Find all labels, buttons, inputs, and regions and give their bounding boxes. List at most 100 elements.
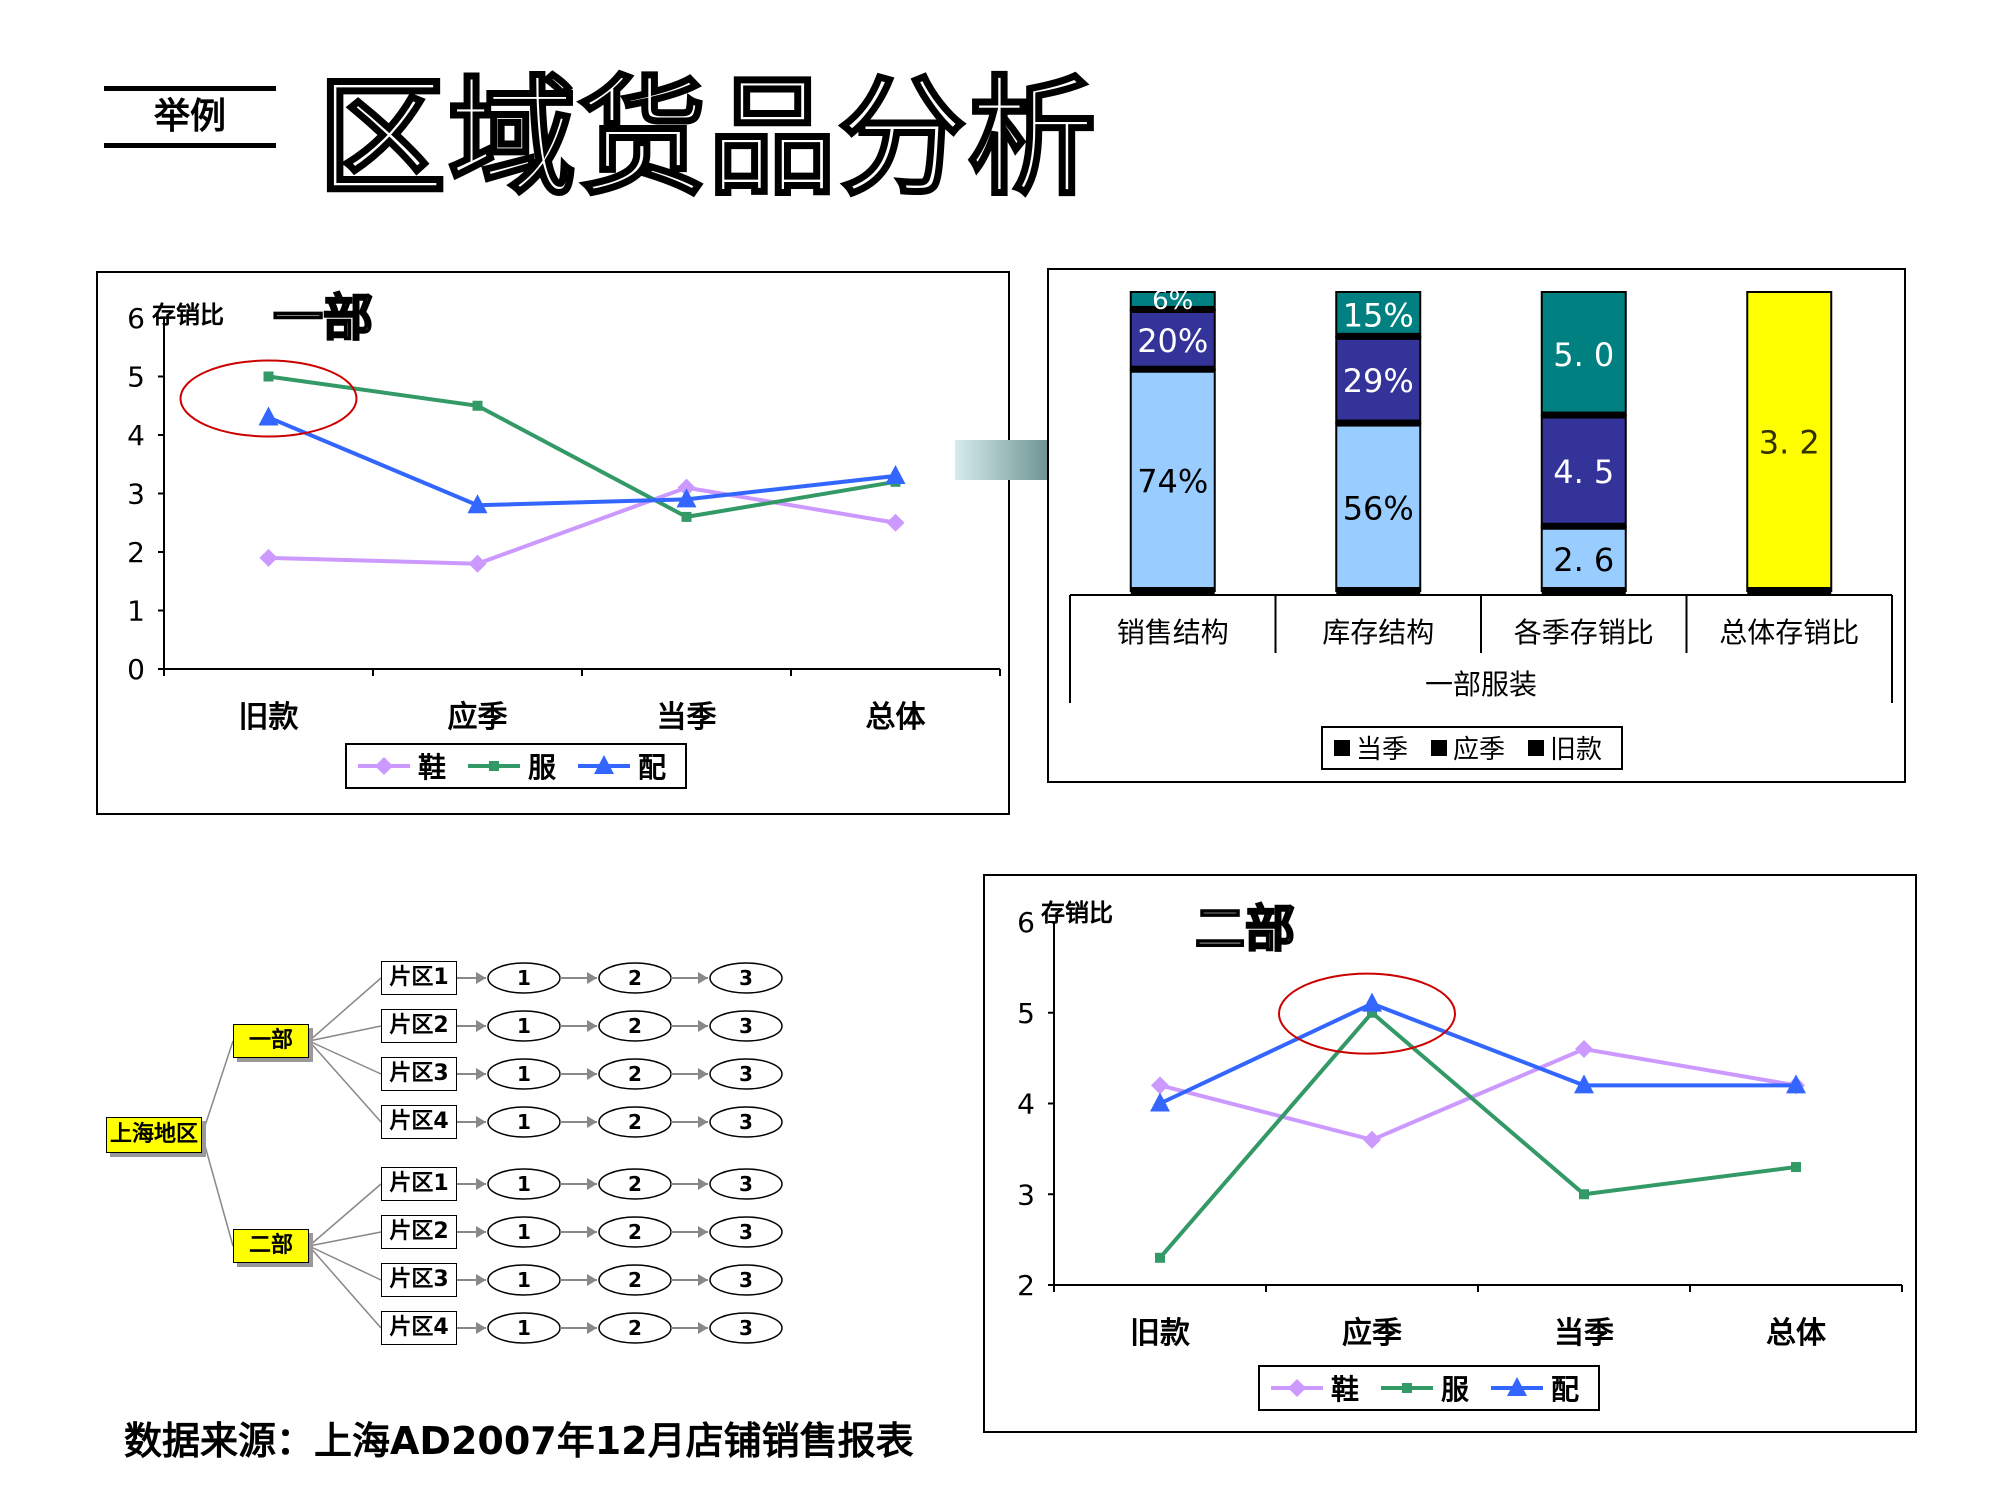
step-arrow-head <box>698 1226 708 1238</box>
x-tick-label: 旧款 <box>239 700 300 735</box>
bar-separator <box>1747 587 1832 594</box>
step-label: 3 <box>739 1110 753 1134</box>
bar-label: 20% <box>1137 322 1208 360</box>
bar-label: 56% <box>1343 489 1414 527</box>
line-chart-dept1: 0 1 2 3 4 5 6 旧款 应季 当季 总体 存销比 一部鞋 服 配 <box>127 288 1001 789</box>
group-label: 一部服装 <box>1425 668 1537 701</box>
legend-marker-鞋 <box>375 757 393 775</box>
data-point-配 <box>885 464 906 484</box>
step-label: 1 <box>517 1172 531 1196</box>
bar-label: 2. 6 <box>1553 541 1614 579</box>
data-source-note: 数据来源：上海AD2007年12月店铺销售报表 <box>124 1419 914 1463</box>
step-label: 1 <box>517 1316 531 1340</box>
step-node <box>709 1058 783 1090</box>
bar-separator <box>1541 522 1626 530</box>
series-line-鞋 <box>268 485 896 566</box>
bar-label: 6% <box>1152 286 1193 316</box>
y-tick-label: 4 <box>1017 1088 1035 1121</box>
y-tick-label: 5 <box>127 361 145 394</box>
step-label: 2 <box>628 1014 642 1038</box>
y-tick-label: 2 <box>1017 1269 1035 1302</box>
bar-segment-应季 <box>1129 308 1216 371</box>
data-point-服 <box>472 400 483 411</box>
bar-label: 29% <box>1343 362 1414 400</box>
legend-label-配: 配 <box>638 751 666 784</box>
header-tag: 举例 <box>153 96 226 137</box>
y-tick-label: 6 <box>1017 906 1035 939</box>
step-arrow-head <box>587 1178 597 1190</box>
x-tick-label: 当季 <box>1554 1316 1614 1351</box>
tree-department-node: 二部 <box>233 1229 309 1263</box>
step-arrow-head <box>476 1116 486 1128</box>
bar-segment-当季 <box>1335 291 1422 338</box>
bar-separator <box>1130 587 1215 594</box>
step-arrow-head <box>476 1274 486 1286</box>
y-tick-label: 5 <box>1017 997 1035 1030</box>
tree-zone-node: 片区4 <box>381 1105 457 1139</box>
legend-label-服: 服 <box>1441 1373 1470 1406</box>
x-tick-label: 总体 <box>866 700 927 735</box>
tree-connector <box>308 1231 382 1247</box>
highlight-ellipse <box>179 359 358 438</box>
step-arrow-head <box>476 1068 486 1080</box>
data-point-鞋 <box>468 554 487 573</box>
tree-connector <box>201 1040 234 1136</box>
step-node <box>709 962 783 994</box>
tree-zone-node: 片区3 <box>381 1057 457 1091</box>
legend-swatch-旧款 <box>1528 740 1544 756</box>
step-label: 1 <box>517 1014 531 1038</box>
chart-panel-dept2: 2 3 4 5 6 旧款 应季 当季 总体 存销比 二部鞋 服 配 <box>983 874 1917 1433</box>
bar-label: 15% <box>1343 296 1414 334</box>
tree-zone-node: 片区1 <box>381 961 457 995</box>
step-arrow-head <box>698 1178 708 1190</box>
tree-connector <box>308 1040 382 1123</box>
data-point-配 <box>1150 1092 1170 1112</box>
step-label: 1 <box>517 966 531 990</box>
chart-panel-dept1-stacked: 74% 20% 6% 销售结构 56% 29% 15% 库存结构 2. 6 4. 5 5. 0 各季存… <box>1047 268 1906 783</box>
legend-label-配: 配 <box>1551 1373 1579 1406</box>
header-rule-bottom <box>104 143 276 148</box>
bar-separator <box>1130 365 1215 373</box>
data-point-配 <box>1786 1074 1806 1094</box>
data-point-服 <box>681 511 692 522</box>
step-label: 1 <box>517 1220 531 1244</box>
tree-connector <box>308 1245 382 1281</box>
data-point-配 <box>258 406 279 426</box>
y-axis-label: 存销比 <box>152 301 224 329</box>
tree-connector <box>308 1183 382 1247</box>
tree-department-node: 一部 <box>233 1024 309 1058</box>
y-tick-label: 4 <box>127 419 145 452</box>
tree-connector <box>308 977 382 1042</box>
data-point-配 <box>1574 1074 1594 1094</box>
y-tick-label: 3 <box>1017 1178 1035 1211</box>
step-arrow-head <box>698 1116 708 1128</box>
chart-title: 二部 <box>1195 900 1295 958</box>
legend-label-鞋: 鞋 <box>1331 1373 1359 1406</box>
stacked-bar-chart-dept1: 74% 20% 6% 销售结构 56% 29% 15% 库存结构 2. 6 4. 5 5. 0 各季存… <box>1069 286 1893 770</box>
step-arrow-head <box>587 1020 597 1032</box>
step-label: 3 <box>739 1316 753 1340</box>
data-point-鞋 <box>259 548 278 567</box>
step-label: 3 <box>739 966 753 990</box>
bar-segment-旧款 <box>1335 422 1422 592</box>
category-label: 库存结构 <box>1322 616 1434 649</box>
step-label: 1 <box>517 1268 531 1292</box>
y-axis-label: 存销比 <box>1041 899 1113 927</box>
step-label: 2 <box>628 1172 642 1196</box>
step-node <box>709 1216 783 1248</box>
data-point-配 <box>676 488 697 508</box>
step-arrow-head <box>698 1020 708 1032</box>
step-arrow-head <box>698 1068 708 1080</box>
step-node <box>709 1010 783 1042</box>
step-arrow-head <box>587 1068 597 1080</box>
step-label: 2 <box>628 1220 642 1244</box>
bar-separator <box>1541 411 1626 419</box>
legend-label-应季: 应季 <box>1453 735 1505 765</box>
step-label: 3 <box>739 1220 753 1244</box>
y-tick-label: 3 <box>127 478 145 511</box>
tree-connector <box>201 1134 234 1247</box>
legend-label-当季: 当季 <box>1356 735 1408 765</box>
data-point-鞋 <box>677 478 696 497</box>
tree-zone-node: 片区2 <box>381 1009 457 1043</box>
bar-separator <box>1336 419 1421 427</box>
